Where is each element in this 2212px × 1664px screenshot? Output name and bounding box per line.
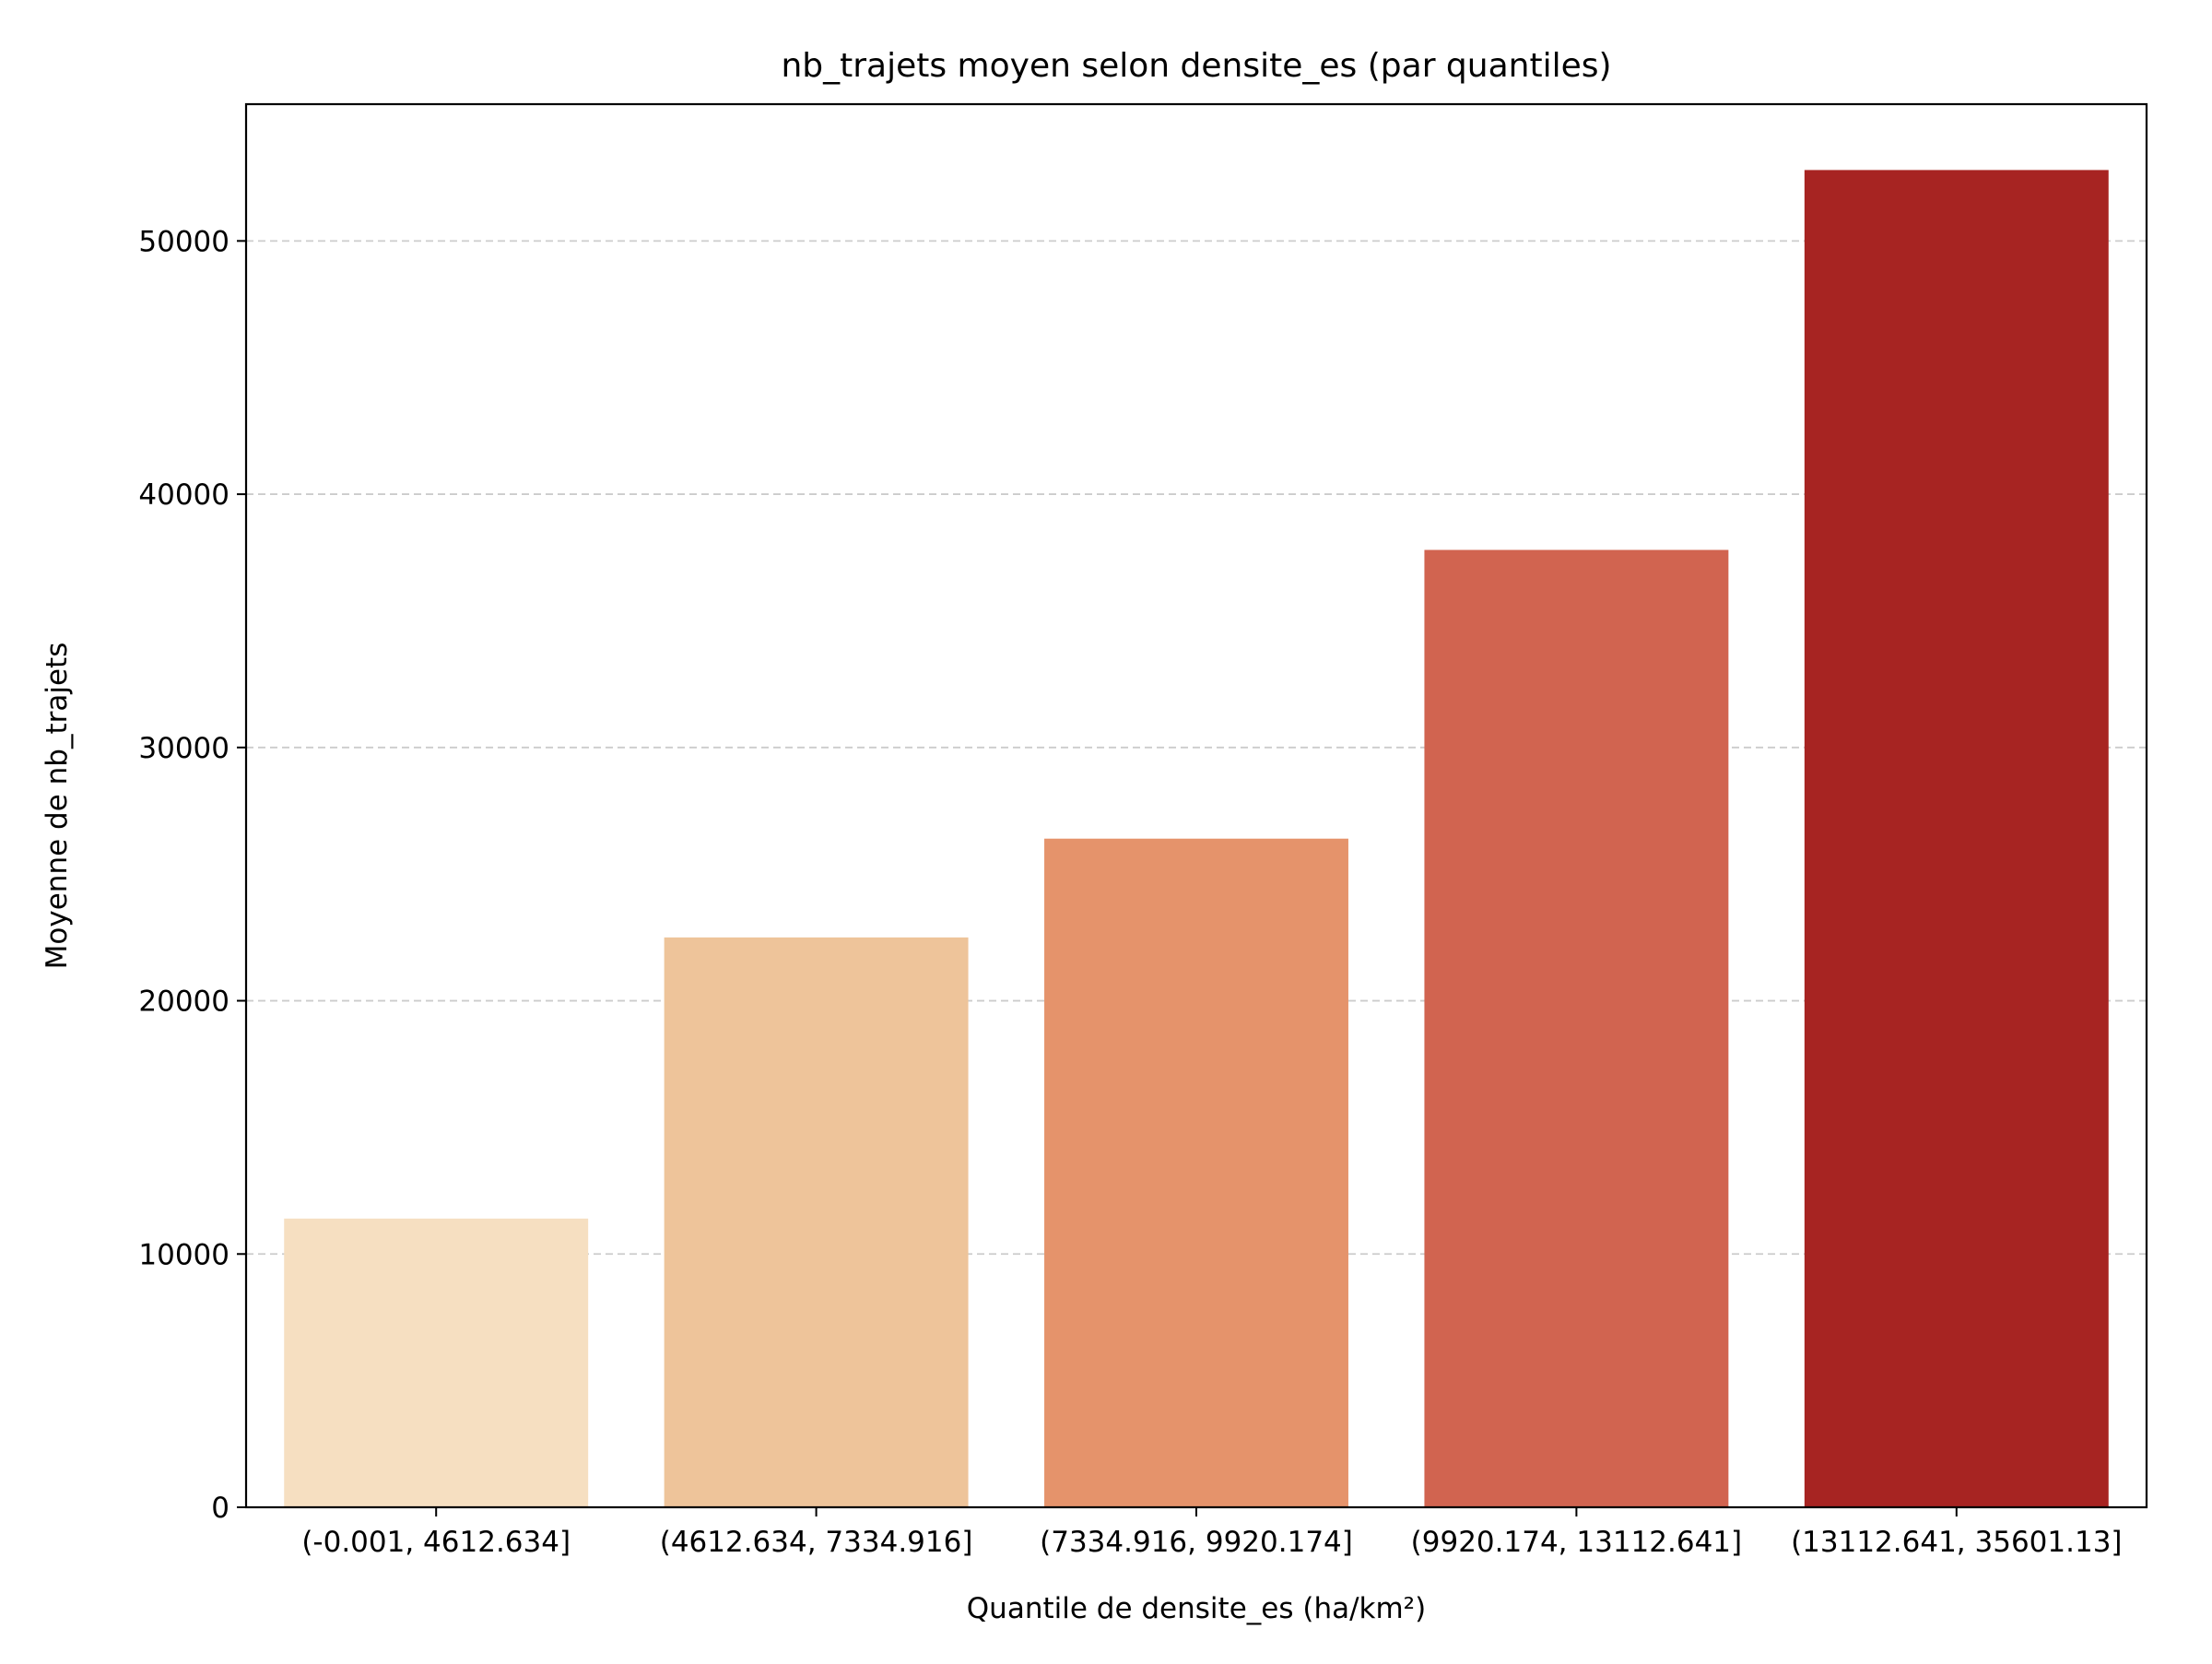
y-axis-ticks: 0 10000 20000 30000 40000 50000 [138, 225, 246, 1525]
x-axis-label: Quantile de densite_es (ha/km²) [967, 1592, 1426, 1625]
x-tick-label: (4612.634, 7334.916] [660, 1526, 973, 1559]
x-tick-label: (13112.641, 35601.13] [1791, 1526, 2122, 1559]
bar [1044, 838, 1348, 1507]
bar [1424, 549, 1729, 1507]
bars [284, 170, 2109, 1508]
bar [1804, 170, 2109, 1508]
y-tick-label: 40000 [138, 478, 229, 512]
y-tick-label: 10000 [138, 1238, 229, 1271]
y-tick-label: 50000 [138, 225, 229, 258]
x-tick-label: (-0.001, 4612.634] [301, 1526, 571, 1559]
x-axis-ticks: (-0.001, 4612.634] (4612.634, 7334.916] (7… [301, 1507, 2123, 1559]
y-axis-label: Moyenne de nb_trajets [41, 643, 74, 970]
bar [284, 1218, 589, 1507]
chart-title: nb_trajets moyen selon densite_es (par q… [781, 47, 1611, 85]
bar [664, 937, 969, 1507]
x-tick-label: (9920.174, 13112.641] [1411, 1526, 1742, 1559]
y-tick-label: 20000 [138, 985, 229, 1019]
x-tick-label: (7334.916, 9920.174] [1040, 1526, 1353, 1559]
y-tick-label: 30000 [138, 732, 229, 765]
y-tick-label: 0 [211, 1492, 229, 1525]
